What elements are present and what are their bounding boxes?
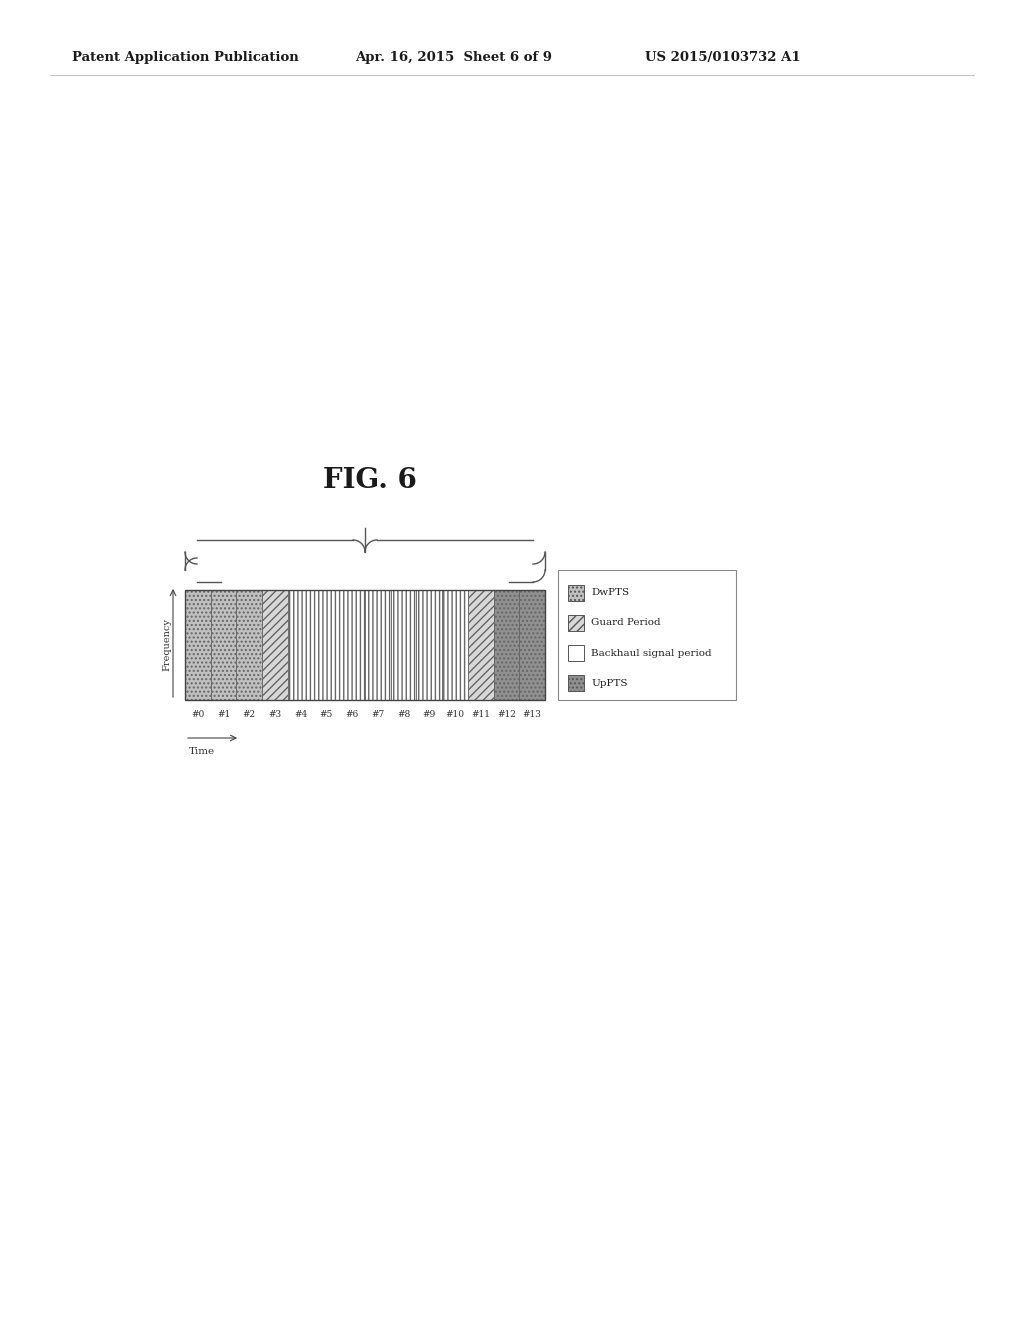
Text: #1: #1 (217, 710, 230, 719)
Text: #9: #9 (423, 710, 436, 719)
Text: #5: #5 (319, 710, 333, 719)
Bar (558, 570, 736, 700)
Bar (568, 676, 584, 692)
Text: #11: #11 (471, 710, 490, 719)
Text: #12: #12 (497, 710, 516, 719)
Text: Patent Application Publication: Patent Application Publication (72, 51, 299, 65)
Text: #4: #4 (294, 710, 307, 719)
Text: #13: #13 (522, 710, 542, 719)
Bar (211, 590, 237, 700)
Text: #3: #3 (268, 710, 282, 719)
Bar (185, 590, 211, 700)
Text: Apr. 16, 2015  Sheet 6 of 9: Apr. 16, 2015 Sheet 6 of 9 (355, 51, 552, 65)
Text: US 2015/0103732 A1: US 2015/0103732 A1 (645, 51, 801, 65)
Bar (568, 615, 584, 631)
Text: #2: #2 (243, 710, 256, 719)
Bar (568, 585, 584, 601)
Text: Backhaul signal period: Backhaul signal period (591, 648, 712, 657)
Bar (519, 590, 545, 700)
Text: #8: #8 (397, 710, 411, 719)
Text: Frequency: Frequency (162, 619, 171, 672)
Text: Guard Period: Guard Period (591, 618, 660, 627)
Text: Time: Time (189, 747, 215, 756)
Bar (568, 645, 584, 661)
Bar (468, 590, 494, 700)
Text: DwPTS: DwPTS (591, 589, 629, 597)
Text: FIG. 6: FIG. 6 (323, 466, 417, 494)
Text: #7: #7 (372, 710, 384, 719)
Text: #6: #6 (345, 710, 358, 719)
Text: #10: #10 (445, 710, 465, 719)
Bar (494, 590, 519, 700)
Bar (365, 590, 391, 700)
Bar (417, 590, 442, 700)
Bar (391, 590, 417, 700)
Bar (313, 590, 339, 700)
Text: #0: #0 (191, 710, 205, 719)
Text: UpPTS: UpPTS (591, 678, 628, 688)
Bar (339, 590, 365, 700)
Bar (442, 590, 468, 700)
Bar (288, 590, 313, 700)
Bar (185, 590, 545, 700)
Bar (262, 590, 288, 700)
Bar (237, 590, 262, 700)
